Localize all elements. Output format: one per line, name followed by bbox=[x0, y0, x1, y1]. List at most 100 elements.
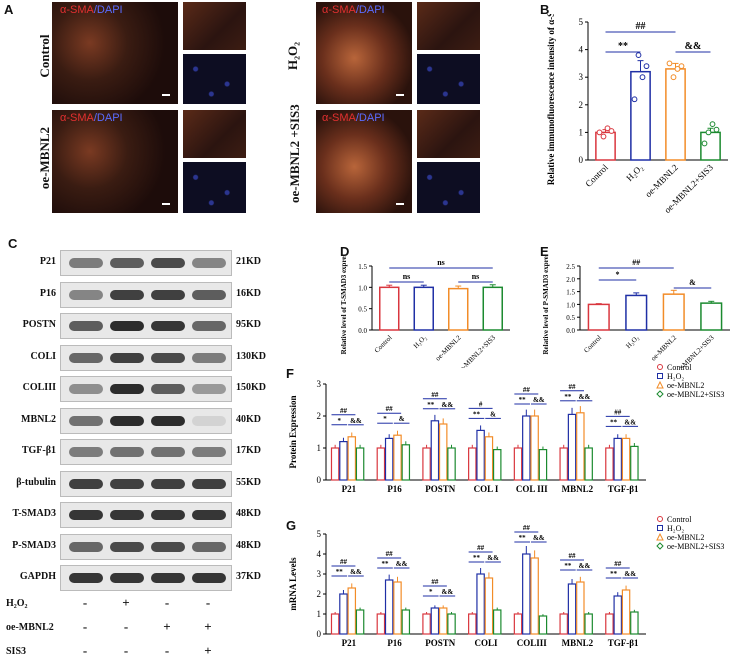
significance-mark: ns bbox=[403, 272, 411, 281]
bar bbox=[447, 613, 456, 635]
significance-mark: ## bbox=[614, 560, 622, 568]
x-tick-label: H₂O₂ bbox=[624, 333, 641, 350]
bar bbox=[513, 613, 523, 635]
treatment-sign: + bbox=[122, 595, 130, 610]
bar bbox=[330, 613, 340, 635]
blot-mw-label: 48KD bbox=[236, 539, 261, 551]
blot-mw-label: 16KD bbox=[236, 287, 261, 299]
chart-d: 0.0 0.5 1.0 1.5 Relative level of T-SMAD3 ex… bbox=[340, 256, 510, 368]
blot-band bbox=[110, 541, 144, 552]
bar bbox=[376, 613, 386, 635]
data-point bbox=[635, 52, 642, 59]
blot-band bbox=[110, 384, 144, 394]
treatment-sign: + bbox=[204, 619, 212, 634]
bar bbox=[447, 447, 456, 481]
blot-band bbox=[110, 573, 144, 583]
x-tick-label: Control bbox=[583, 162, 610, 189]
bar bbox=[538, 615, 548, 635]
significance-mark: && bbox=[533, 396, 545, 404]
legend-label: H₂O₂ bbox=[667, 524, 684, 533]
significance-mark: & bbox=[399, 415, 405, 423]
bar bbox=[430, 607, 440, 635]
bar bbox=[613, 595, 623, 635]
blot-band bbox=[69, 384, 103, 394]
blot-band bbox=[151, 258, 185, 268]
significance-mark: ## bbox=[569, 383, 577, 391]
bar bbox=[401, 444, 411, 481]
significance-mark: && bbox=[579, 562, 591, 570]
blot-mw-label: 150KD bbox=[236, 382, 266, 393]
blot-band bbox=[110, 415, 144, 426]
treatment-sign: - bbox=[82, 619, 88, 634]
x-tick-label: COL III bbox=[516, 484, 548, 494]
blot-band bbox=[110, 289, 144, 300]
blot-band bbox=[192, 573, 226, 583]
significance-mark: && bbox=[533, 534, 545, 542]
bar bbox=[700, 302, 723, 331]
x-tick-label: P16 bbox=[387, 638, 402, 648]
y-tick-label: 1 bbox=[317, 609, 322, 619]
x-tick-label: P21 bbox=[342, 484, 357, 494]
blot-band bbox=[69, 258, 103, 268]
treatment-sign: - bbox=[82, 643, 88, 658]
bar bbox=[393, 581, 402, 635]
y-tick-label: 2 bbox=[579, 100, 584, 110]
blot-band bbox=[110, 258, 144, 268]
y-axis-label: mRNA Levels bbox=[288, 557, 298, 611]
significance-mark: ** bbox=[473, 410, 481, 418]
y-axis-label: Relative immunofluorescence intensity of… bbox=[546, 14, 556, 185]
x-tick-label: Control bbox=[373, 334, 394, 355]
chart-g: 0 1 2 3 4 5 mRNA Levels P21 ## ** && P16 ## ** && POSTN… bbox=[288, 515, 724, 648]
treatment-label: oe-MBNL2 bbox=[6, 622, 54, 633]
row-label-h2o2: H₂O₂ bbox=[285, 41, 300, 71]
row-label-control: Control bbox=[37, 34, 52, 78]
y-tick-label: 0 bbox=[579, 155, 584, 165]
blot-band bbox=[192, 352, 226, 363]
x-tick-label: oe-MBNL2 bbox=[434, 333, 463, 362]
blot-strip bbox=[60, 376, 232, 402]
blot-strip bbox=[60, 344, 232, 371]
blot-band bbox=[192, 415, 226, 426]
bar bbox=[513, 447, 523, 481]
panel-label-f: F bbox=[286, 366, 294, 381]
significance-mark: ## bbox=[477, 544, 485, 552]
blot-mw-label: 17KD bbox=[236, 445, 261, 456]
bar bbox=[384, 579, 394, 635]
significance-mark: ** bbox=[519, 396, 527, 404]
bar bbox=[482, 286, 503, 331]
bar bbox=[393, 434, 402, 481]
inset-merge-control bbox=[183, 2, 246, 50]
significance-mark: && bbox=[624, 418, 636, 426]
significance-mark: ## bbox=[431, 391, 439, 399]
blot-mw-label: 55KD bbox=[236, 476, 261, 488]
panel-label-e: E bbox=[540, 244, 549, 259]
bar bbox=[522, 553, 531, 635]
bar bbox=[538, 448, 548, 481]
bar bbox=[621, 437, 631, 481]
blot-mw-label: 37KD bbox=[236, 571, 261, 582]
bar bbox=[625, 294, 648, 331]
bar bbox=[355, 609, 365, 635]
data-point bbox=[701, 140, 708, 147]
blot-band bbox=[151, 510, 185, 520]
treatment-sign: + bbox=[204, 643, 212, 658]
x-tick-label: oe-MBNL2 bbox=[643, 162, 680, 199]
y-tick-label: 1.5 bbox=[566, 289, 575, 297]
blot-label: P16 bbox=[39, 287, 56, 299]
data-point bbox=[604, 125, 611, 132]
legend-label: oe-MBNL2 bbox=[667, 381, 704, 390]
blot-mw-label: 95KD bbox=[236, 319, 261, 330]
x-tick-label: COLI bbox=[474, 638, 498, 648]
blot-label: MBNL2 bbox=[21, 413, 56, 425]
significance-mark: && bbox=[685, 41, 702, 52]
significance-mark: & bbox=[689, 278, 696, 287]
significance-mark: ## bbox=[569, 552, 577, 560]
bar bbox=[576, 581, 585, 635]
bar bbox=[530, 415, 539, 481]
blot-label: COLI bbox=[30, 350, 56, 362]
y-tick-label: 3 bbox=[317, 379, 322, 389]
data-point bbox=[608, 128, 615, 134]
blot-band bbox=[192, 384, 226, 394]
data-point bbox=[674, 66, 681, 72]
fluorescence-image-h2o2: α-SMA/DAPI bbox=[316, 2, 412, 104]
